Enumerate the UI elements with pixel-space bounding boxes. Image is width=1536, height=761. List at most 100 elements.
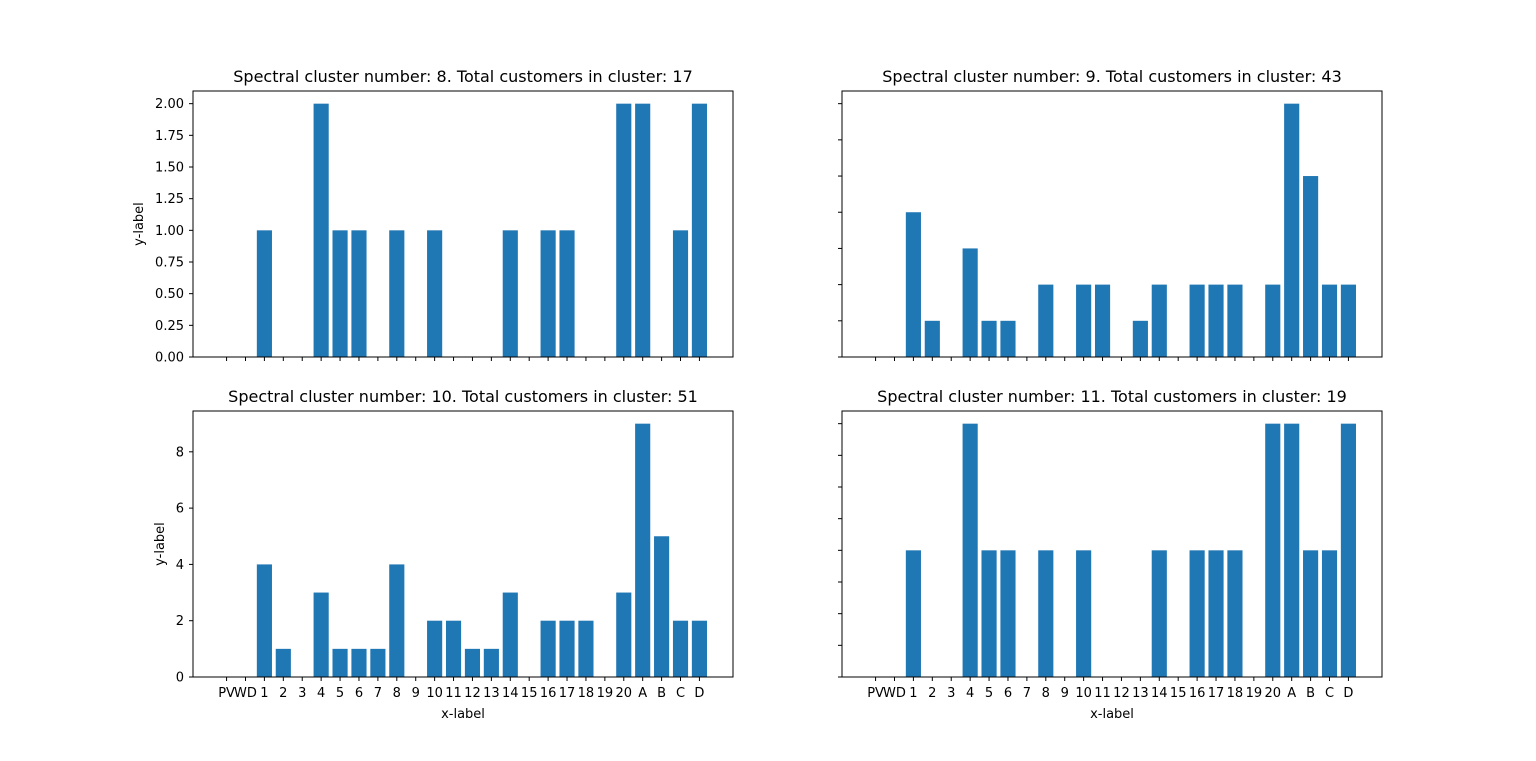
x-tick-label: 19	[597, 686, 614, 701]
x-tick-label: 10	[426, 686, 443, 701]
x-tick-label: A	[1287, 686, 1296, 701]
bar-8	[1038, 284, 1054, 357]
bar-1	[905, 550, 921, 677]
bar-14	[1151, 550, 1167, 677]
subplot-1: 0.00 0.25 0.50 0.75 1.00 1.25 1.50 1.75 2.00 Spec…	[132, 67, 734, 366]
y-tick-label: 1.00	[155, 224, 184, 239]
x-tick-label: 1	[909, 686, 917, 701]
x-tick-label: D	[1343, 686, 1353, 701]
bar-6	[351, 648, 367, 677]
x-tick-label: C	[1325, 686, 1334, 701]
axes-frame	[841, 410, 1383, 678]
x-tick-label: 13	[483, 686, 500, 701]
bar-5	[332, 230, 348, 357]
bar-5	[981, 550, 997, 677]
x-tick-label: 17	[559, 686, 576, 701]
x-tick-label: B	[657, 686, 666, 701]
axes-frame	[841, 90, 1383, 358]
bar-16	[540, 230, 556, 357]
bar-1	[256, 564, 272, 677]
x-tick-label: 5	[336, 686, 344, 701]
y-axis-label: y-label	[153, 522, 168, 566]
bar-18	[1227, 284, 1243, 357]
bar-C	[672, 230, 689, 357]
y-tick-label: 1.75	[155, 129, 184, 144]
bar-B	[654, 536, 670, 677]
x-tick-label: A	[638, 686, 647, 701]
x-tick-label: 1	[260, 686, 268, 701]
bar-4	[962, 248, 978, 357]
chart-title: Spectral cluster number: 10. Total custo…	[228, 387, 698, 406]
x-tick-label: WD	[883, 686, 906, 701]
subplot-grid: 0.00 0.25 0.50 0.75 1.00 1.25 1.50 1.75 2.00 Spec…	[132, 67, 1383, 722]
y-tick-label: 0	[176, 671, 184, 686]
x-tick-label: 16	[540, 686, 557, 701]
bar-4	[313, 103, 329, 358]
bar-20	[616, 592, 632, 677]
y-tick-label: 1.50	[155, 161, 184, 176]
bar-16	[540, 620, 556, 677]
bar-5	[332, 648, 348, 677]
bar-2	[275, 648, 291, 677]
bar-10	[427, 620, 443, 677]
chart-title: Spectral cluster number: 11. Total custo…	[877, 387, 1347, 406]
bar-8	[389, 564, 405, 677]
x-tick-label: C	[676, 686, 685, 701]
bars	[905, 423, 1356, 677]
x-tick-label: 2	[279, 686, 287, 701]
x-tick-label: 18	[578, 686, 595, 701]
x-tick-label: 17	[1208, 686, 1225, 701]
bar-A	[1284, 103, 1300, 358]
x-tick-label: B	[1306, 686, 1315, 701]
bar-D	[691, 103, 707, 358]
x-tick-label: 7	[374, 686, 382, 701]
bar-16	[1189, 284, 1205, 357]
bars	[256, 103, 707, 358]
x-tick-label: 6	[1004, 686, 1012, 701]
bar-C	[1321, 284, 1338, 357]
bar-8	[1038, 550, 1054, 677]
bar-A	[635, 423, 651, 677]
x-tick-label: 12	[464, 686, 481, 701]
x-tick-label: 3	[298, 686, 306, 701]
bar-14	[502, 592, 518, 677]
x-tick-label: 19	[1246, 686, 1263, 701]
bar-6	[1000, 320, 1016, 357]
bar-B	[1303, 550, 1319, 677]
y-tick-label: 0.00	[155, 351, 184, 366]
x-tick-label: 20	[615, 686, 632, 701]
y-tick-label: 8	[176, 445, 184, 460]
x-tick-label: PV	[218, 686, 235, 701]
bar-16	[1189, 550, 1205, 677]
bar-18	[578, 620, 594, 677]
bar-7	[370, 648, 386, 677]
bar-10	[427, 230, 443, 357]
x-tick-label: 9	[412, 686, 420, 701]
bar-17	[559, 620, 575, 677]
bar-6	[351, 230, 367, 357]
bars	[905, 103, 1356, 358]
bar-20	[616, 103, 632, 358]
bar-B	[1303, 176, 1319, 357]
bar-11	[445, 620, 462, 677]
bar-20	[1265, 423, 1281, 677]
y-tick-label: 0.25	[155, 319, 184, 334]
bar-1	[256, 230, 272, 357]
subplot-4: PV WD 1 2 3 4 5 6 7 8 9 10 11 12 13 14 15 16 17 18 19 20 A B C DS…	[838, 387, 1383, 722]
bar-6	[1000, 550, 1016, 677]
x-tick-label: 18	[1227, 686, 1244, 701]
x-tick-label: D	[694, 686, 704, 701]
y-tick-label: 0.75	[155, 256, 184, 271]
chart-title: Spectral cluster number: 9. Total custom…	[882, 67, 1342, 86]
x-tick-label: 11	[445, 686, 462, 701]
x-tick-label: 9	[1061, 686, 1069, 701]
y-tick-label: 4	[176, 558, 184, 573]
x-tick-label: 8	[1042, 686, 1050, 701]
bar-10	[1076, 284, 1092, 357]
bar-10	[1076, 550, 1092, 677]
bar-11	[1094, 284, 1111, 357]
bar-18	[1227, 550, 1243, 677]
bar-14	[1151, 284, 1167, 357]
y-axis-label: y-label	[132, 202, 147, 246]
